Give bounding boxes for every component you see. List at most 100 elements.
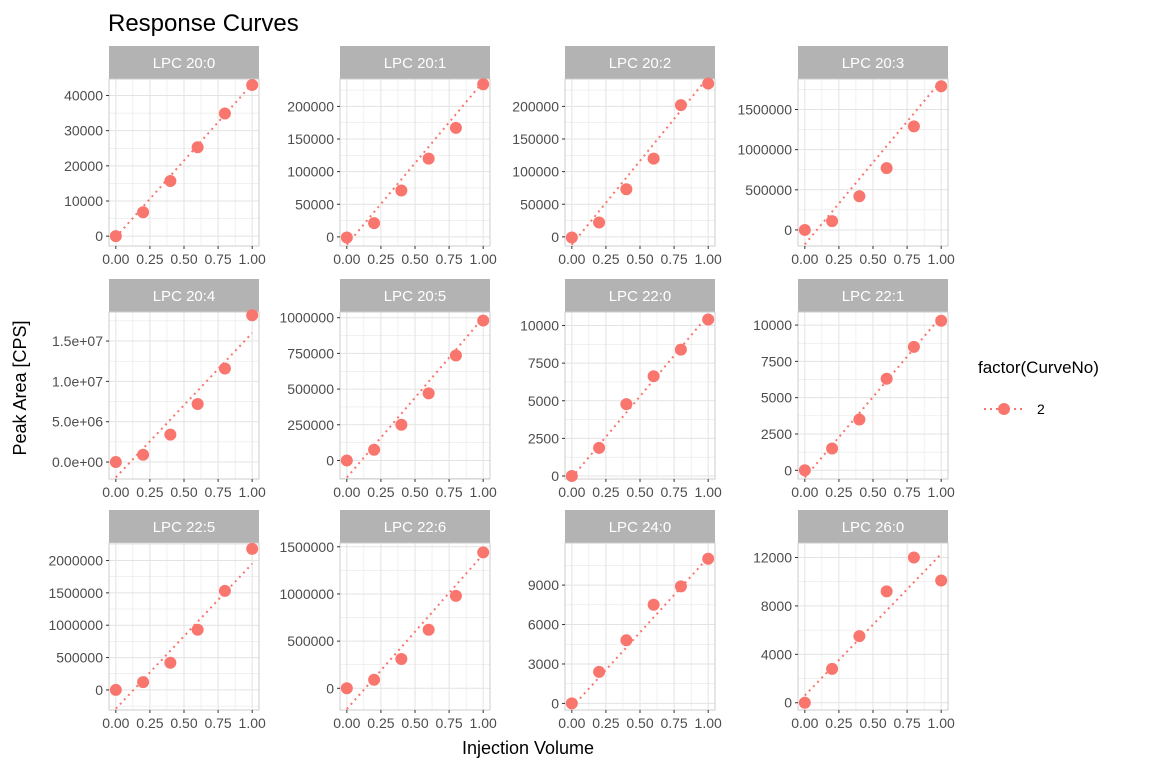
facet-strip-label: LPC 20:2 <box>609 55 672 72</box>
y-tick-label: 200000 <box>512 98 559 114</box>
facet-strip-label: LPC 24:0 <box>609 519 672 536</box>
x-tick-label: 0.00 <box>558 251 585 267</box>
facet-panel: LPC 22:0 0 2500 5000 7500 10000 0.00 0.25 0.50 0.… <box>520 279 722 500</box>
gridlines <box>565 79 715 246</box>
x-tick-label: 1.00 <box>928 251 955 267</box>
facet-panel: LPC 20:5 0 250000 500000 750000 1000000 0.00 0.… <box>279 279 497 500</box>
y-tick-label: 0 <box>784 462 792 478</box>
x-tick-label: 0.25 <box>592 715 619 731</box>
data-point <box>826 215 839 228</box>
data-point <box>935 574 948 587</box>
legend: factor(CurveNo) 2 <box>978 358 1099 417</box>
data-point <box>907 120 920 133</box>
y-tick-label: 0 <box>326 229 334 245</box>
fit-line <box>346 553 484 710</box>
y-tick-label: 750000 <box>287 345 334 361</box>
facet-panel: LPC 22:5 0 500000 1000000 1500000 2000000 0.00… <box>48 510 266 731</box>
y-tick-label: 5.0e+06 <box>52 414 103 430</box>
data-point <box>477 546 490 559</box>
x-tick-label: 0.25 <box>367 484 394 500</box>
y-tick-label: 3000 <box>528 656 559 672</box>
y-tick-label: 0 <box>551 229 559 245</box>
y-tick-label: 1000000 <box>279 310 334 326</box>
facet-strip-label: LPC 20:5 <box>384 288 447 305</box>
y-tick-label: 0 <box>784 695 792 711</box>
x-tick-label: 0.00 <box>791 715 818 731</box>
data-point <box>674 343 687 356</box>
y-tick-label: 5000 <box>761 390 792 406</box>
data-point <box>137 206 150 219</box>
y-tick-label: 1.0e+07 <box>52 373 103 389</box>
x-tick-label: 0.25 <box>136 484 163 500</box>
y-tick-label: 100000 <box>512 164 559 180</box>
x-tick-label: 0.75 <box>660 251 687 267</box>
fit-line <box>115 83 253 238</box>
facet-panel: LPC 20:1 0 50000 100000 150000 200000 0.00 0.25… <box>287 46 497 267</box>
x-tick-label: 0.50 <box>170 484 197 500</box>
x-tick-label: 1.00 <box>239 251 266 267</box>
data-point <box>191 623 204 636</box>
y-tick-label: 8000 <box>761 598 792 614</box>
x-tick-label: 0.25 <box>825 251 852 267</box>
gridlines <box>565 312 715 479</box>
x-tick-label: 0.00 <box>102 715 129 731</box>
y-tick-label: 20000 <box>64 158 103 174</box>
data-point <box>218 107 231 120</box>
data-point <box>853 190 866 203</box>
facet-strip-label: LPC 22:6 <box>384 519 447 536</box>
facet-strip-label: LPC 22:0 <box>609 288 672 305</box>
facet-strip-label: LPC 22:5 <box>153 519 216 536</box>
facet-panel: LPC 20:0 0 10000 20000 30000 40000 0.00 0.25 0.5… <box>64 46 266 267</box>
x-tick-label: 0.50 <box>859 484 886 500</box>
x-tick-label: 0.00 <box>791 251 818 267</box>
legend-label: 2 <box>1037 401 1045 417</box>
data-point <box>674 99 687 112</box>
y-tick-label: 1500000 <box>737 102 792 118</box>
facet-strip-label: LPC 20:4 <box>153 288 216 305</box>
data-point <box>702 552 715 565</box>
data-point <box>565 697 578 710</box>
x-tick-label: 1.00 <box>928 484 955 500</box>
facet-strip-label: LPC 20:3 <box>842 55 905 72</box>
data-point <box>395 418 408 431</box>
y-tick-label: 30000 <box>64 123 103 139</box>
y-tick-label: 500000 <box>745 182 792 198</box>
data-point <box>422 152 435 165</box>
data-point <box>109 456 122 469</box>
y-tick-label: 1.5e+07 <box>52 333 103 349</box>
data-point <box>647 370 660 383</box>
data-point <box>565 469 578 482</box>
gridlines <box>340 79 490 246</box>
x-tick-label: 0.00 <box>102 484 129 500</box>
x-tick-label: 0.50 <box>401 251 428 267</box>
data-point <box>449 349 462 362</box>
y-tick-label: 0 <box>326 680 334 696</box>
y-tick-label: 4000 <box>761 646 792 662</box>
x-tick-label: 0.25 <box>367 251 394 267</box>
y-tick-label: 7500 <box>528 355 559 371</box>
facet-panel: LPC 20:2 0 50000 100000 150000 200000 0.00 0.25… <box>512 46 722 267</box>
legend-point-key <box>998 403 1010 415</box>
y-tick-label: 500000 <box>287 381 334 397</box>
x-tick-label: 0.75 <box>893 251 920 267</box>
x-tick-label: 0.25 <box>136 251 163 267</box>
x-tick-label: 0.00 <box>333 484 360 500</box>
fit-line <box>804 553 942 697</box>
y-tick-label: 1000000 <box>48 617 103 633</box>
y-tick-label: 40000 <box>64 88 103 104</box>
facet-panel: LPC 24:0 0 3000 6000 9000 0.00 0.25 0.50 0.75 1.0… <box>528 510 722 731</box>
x-tick-label: 0.50 <box>859 251 886 267</box>
y-tick-label: 0 <box>551 695 559 711</box>
y-tick-label: 50000 <box>520 196 559 212</box>
y-tick-label: 500000 <box>56 650 103 666</box>
y-tick-label: 1500000 <box>48 585 103 601</box>
data-point <box>368 443 381 456</box>
x-tick-label: 0.25 <box>136 715 163 731</box>
data-point <box>935 314 948 327</box>
facet-strip-label: LPC 26:0 <box>842 519 905 536</box>
x-tick-label: 0.00 <box>558 484 585 500</box>
data-point <box>907 551 920 564</box>
x-tick-label: 0.50 <box>170 251 197 267</box>
